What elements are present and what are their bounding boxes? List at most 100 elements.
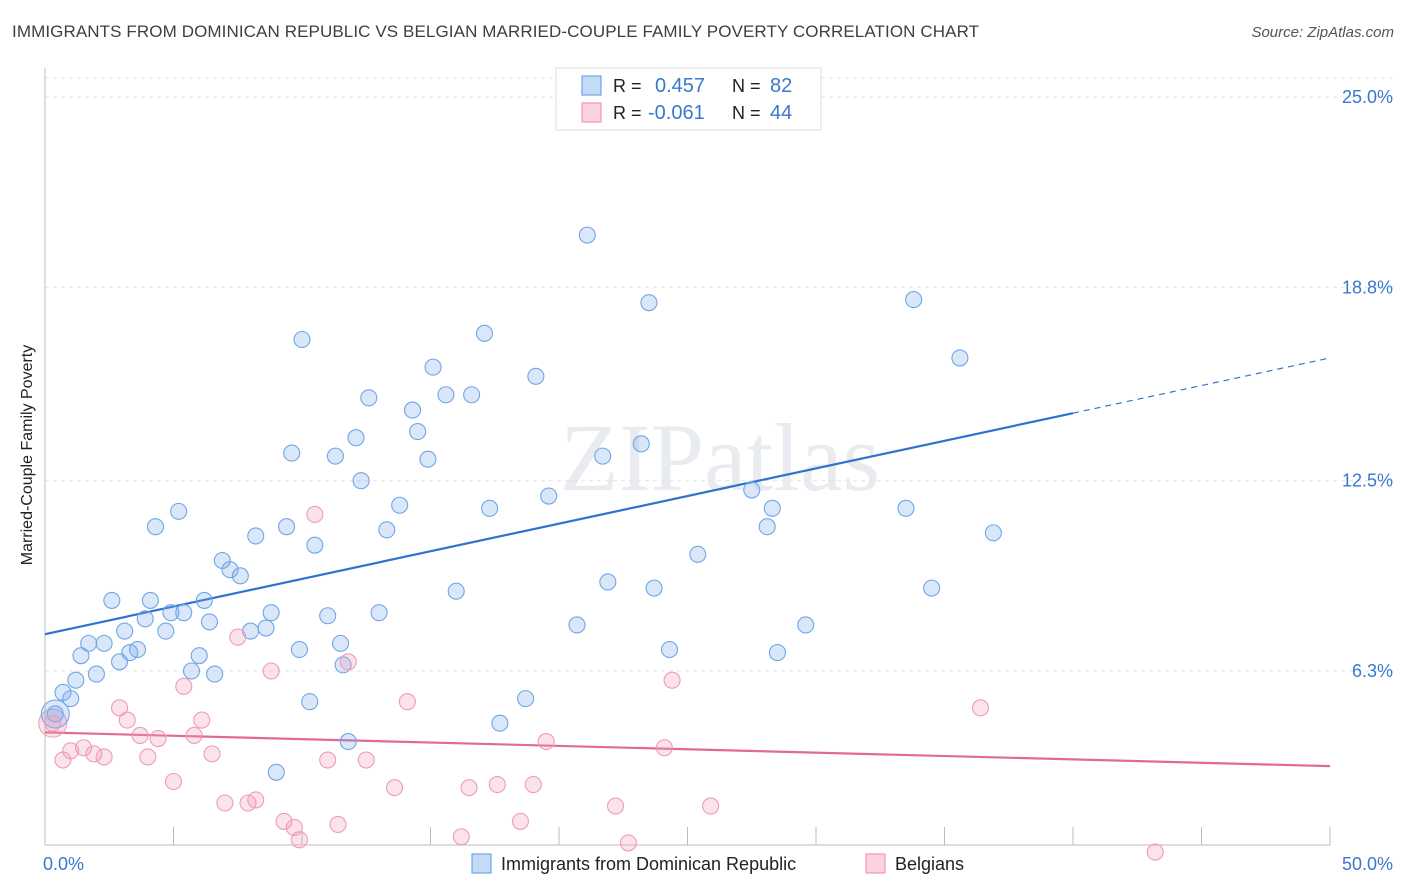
data-points [38, 226, 1164, 861]
legend-n-label-1: N = [732, 76, 761, 96]
y-tick-label: 6.3% [1352, 661, 1393, 681]
dominican-point [319, 607, 337, 625]
dominican-trend-extension [1072, 357, 1331, 414]
legend-r-label-1: R = [613, 76, 642, 96]
axes [44, 68, 1331, 846]
dominican-point [290, 640, 308, 659]
dominican-point [660, 640, 679, 659]
belgians-point [1146, 843, 1164, 861]
dominican-point [391, 496, 409, 514]
dominican-point [40, 699, 70, 729]
legend-n-label-2: N = [732, 103, 761, 123]
dominican-point [80, 634, 98, 652]
legend-n-value-1: 82 [770, 75, 792, 97]
watermark: ZIPatlas [560, 404, 880, 511]
dominican-point [347, 429, 365, 447]
belgians-point [275, 812, 293, 830]
stats-legend: R = 0.457 N = 82 R = -0.061 N = 44 [555, 67, 822, 131]
belgians-point [110, 699, 129, 717]
legend-swatch-series-1 [581, 75, 602, 96]
bottom-legend-label-1: Immigrants from Dominican Republic [501, 854, 796, 874]
belgians-point [75, 739, 93, 757]
legend-r-value-2: -0.061 [648, 102, 705, 124]
dominican-point [62, 690, 80, 708]
dominican-point [283, 444, 301, 462]
dominican-point [517, 690, 535, 708]
belgians-point [193, 711, 211, 729]
dominican-point [491, 714, 509, 732]
dominican-point [170, 502, 188, 520]
dominican-point [306, 536, 324, 554]
dominican-point [360, 389, 378, 407]
dominican-point [578, 226, 596, 244]
belgians-point [149, 729, 167, 748]
dominican-point [247, 527, 265, 545]
dominican-point [136, 610, 154, 628]
dominican-point [72, 647, 90, 665]
dominican-point [195, 591, 213, 609]
gridlines [45, 77, 1395, 672]
trend-lines [44, 357, 1331, 768]
belgians-point [131, 726, 149, 745]
dominican-point [146, 518, 165, 536]
dominican-point [463, 386, 481, 404]
belgians-point [452, 828, 470, 846]
dominican-point [689, 545, 707, 563]
belgians-point [619, 834, 637, 852]
belgians-point [460, 779, 478, 797]
dominican-point [87, 665, 105, 683]
dominican-point [594, 447, 612, 465]
dominican-point [951, 349, 969, 367]
dominican-point [128, 640, 147, 659]
belgians-point [339, 653, 357, 671]
dominican-point [278, 518, 296, 536]
dominican-point [182, 662, 201, 680]
belgians-point [203, 745, 221, 763]
dominican-point [162, 604, 180, 622]
dominican-point [331, 634, 350, 652]
belgians-point [229, 628, 247, 646]
belgians-point [398, 693, 416, 711]
dominican-point [481, 499, 499, 517]
dominican-point [378, 521, 396, 539]
belgians-point [524, 776, 542, 794]
dominican-point [645, 579, 663, 597]
dominican-point [768, 644, 787, 662]
belgians-point [971, 699, 990, 717]
dominican-point [437, 386, 455, 404]
dominican-point [293, 330, 311, 349]
dominican-point [475, 324, 494, 342]
dominican-point [568, 616, 586, 634]
dominican-point [763, 499, 781, 517]
y-tick-label: 12.5% [1342, 471, 1393, 491]
belgians-point [62, 742, 80, 760]
legend-r-value-1: 0.457 [655, 75, 705, 97]
belgians-point [185, 726, 203, 745]
dominican-point [540, 487, 558, 505]
series-legend: Immigrants from Dominican Republic Belgi… [471, 853, 964, 874]
dominican-point [190, 647, 208, 665]
belgians-point [139, 748, 157, 766]
belgians-point [262, 662, 280, 680]
belgians-point [702, 797, 720, 815]
dominican-point [984, 524, 1002, 542]
y-tick-label: 18.8% [1342, 277, 1393, 297]
belgians-point [537, 733, 555, 751]
dominican-point [527, 367, 545, 385]
dominican-point [257, 619, 275, 637]
dominican-point [370, 604, 388, 622]
dominican-point [447, 582, 465, 600]
belgians-point [38, 708, 68, 738]
dominican-point [897, 499, 915, 517]
dominican-point [758, 518, 776, 536]
x-tick-label: 50.0% [1342, 854, 1393, 874]
belgians-point [118, 711, 136, 729]
dominican-point [424, 358, 442, 376]
dominican-point [175, 604, 193, 622]
dominican-point [743, 481, 761, 499]
dominican-point [206, 665, 224, 683]
belgians-trend-line [44, 731, 1331, 768]
dominican-point [141, 591, 159, 609]
dominican-point [267, 763, 285, 781]
